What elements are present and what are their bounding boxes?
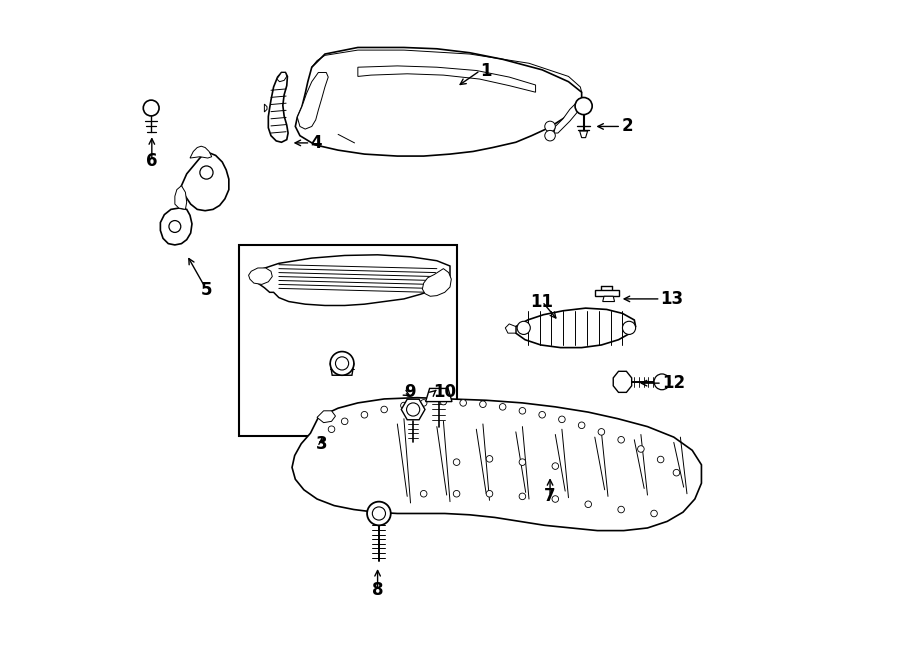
Circle shape bbox=[400, 403, 407, 408]
Circle shape bbox=[440, 399, 446, 405]
Circle shape bbox=[552, 496, 559, 502]
Polygon shape bbox=[317, 410, 336, 422]
Circle shape bbox=[544, 121, 555, 132]
Circle shape bbox=[460, 400, 466, 407]
Text: 4: 4 bbox=[310, 134, 322, 152]
Circle shape bbox=[575, 97, 592, 114]
Circle shape bbox=[518, 321, 530, 334]
Polygon shape bbox=[292, 398, 701, 531]
Circle shape bbox=[657, 456, 664, 463]
Circle shape bbox=[500, 404, 506, 410]
Polygon shape bbox=[330, 364, 354, 375]
Circle shape bbox=[654, 374, 670, 390]
Polygon shape bbox=[401, 399, 425, 420]
Circle shape bbox=[336, 357, 348, 370]
Circle shape bbox=[617, 506, 625, 513]
Text: 10: 10 bbox=[434, 383, 456, 401]
Polygon shape bbox=[190, 146, 212, 158]
Circle shape bbox=[454, 459, 460, 465]
Text: 5: 5 bbox=[201, 281, 212, 299]
Text: 9: 9 bbox=[404, 383, 416, 401]
Circle shape bbox=[579, 422, 585, 428]
Circle shape bbox=[381, 407, 388, 412]
Text: 7: 7 bbox=[544, 487, 556, 506]
Polygon shape bbox=[182, 153, 229, 211]
Circle shape bbox=[420, 400, 427, 407]
Circle shape bbox=[617, 436, 625, 443]
Circle shape bbox=[420, 490, 427, 497]
Polygon shape bbox=[426, 389, 452, 402]
Circle shape bbox=[544, 130, 555, 141]
Text: 6: 6 bbox=[146, 151, 158, 170]
Bar bbox=[470, 473, 510, 485]
Circle shape bbox=[169, 221, 181, 233]
Text: 2: 2 bbox=[621, 118, 633, 136]
Polygon shape bbox=[516, 308, 635, 348]
Circle shape bbox=[367, 502, 391, 525]
Circle shape bbox=[559, 416, 565, 422]
Bar bbox=[488, 465, 503, 473]
Polygon shape bbox=[358, 66, 536, 93]
Polygon shape bbox=[297, 73, 328, 129]
Circle shape bbox=[598, 428, 605, 435]
Circle shape bbox=[637, 446, 644, 452]
Polygon shape bbox=[554, 100, 581, 133]
Circle shape bbox=[330, 352, 354, 375]
Polygon shape bbox=[277, 73, 287, 82]
Circle shape bbox=[361, 411, 368, 418]
Circle shape bbox=[328, 426, 335, 432]
Circle shape bbox=[519, 408, 526, 414]
Circle shape bbox=[552, 463, 559, 469]
Text: 1: 1 bbox=[481, 61, 491, 79]
Circle shape bbox=[585, 501, 591, 508]
Circle shape bbox=[143, 100, 159, 116]
Polygon shape bbox=[265, 104, 267, 112]
Polygon shape bbox=[251, 254, 450, 305]
Polygon shape bbox=[268, 73, 288, 142]
Circle shape bbox=[623, 321, 635, 334]
Circle shape bbox=[539, 411, 545, 418]
Polygon shape bbox=[175, 186, 186, 210]
Text: 13: 13 bbox=[661, 290, 684, 308]
Circle shape bbox=[651, 510, 657, 517]
Circle shape bbox=[519, 493, 526, 500]
Polygon shape bbox=[160, 208, 192, 245]
Circle shape bbox=[200, 166, 213, 179]
Bar bbox=[239, 245, 456, 436]
Polygon shape bbox=[248, 268, 273, 284]
Polygon shape bbox=[580, 131, 588, 137]
Circle shape bbox=[341, 418, 348, 424]
Circle shape bbox=[673, 469, 680, 476]
Text: 8: 8 bbox=[372, 582, 383, 600]
Polygon shape bbox=[295, 48, 581, 156]
Polygon shape bbox=[422, 268, 451, 296]
Circle shape bbox=[486, 455, 493, 462]
Polygon shape bbox=[595, 290, 618, 296]
Polygon shape bbox=[505, 324, 516, 333]
Polygon shape bbox=[613, 371, 632, 393]
Circle shape bbox=[373, 507, 385, 520]
Text: 12: 12 bbox=[662, 374, 685, 392]
Circle shape bbox=[454, 490, 460, 497]
Text: 11: 11 bbox=[531, 293, 554, 311]
Polygon shape bbox=[603, 296, 615, 301]
Circle shape bbox=[486, 490, 493, 497]
Circle shape bbox=[480, 401, 486, 408]
Circle shape bbox=[407, 403, 419, 416]
Circle shape bbox=[519, 459, 526, 465]
Text: 3: 3 bbox=[316, 435, 328, 453]
